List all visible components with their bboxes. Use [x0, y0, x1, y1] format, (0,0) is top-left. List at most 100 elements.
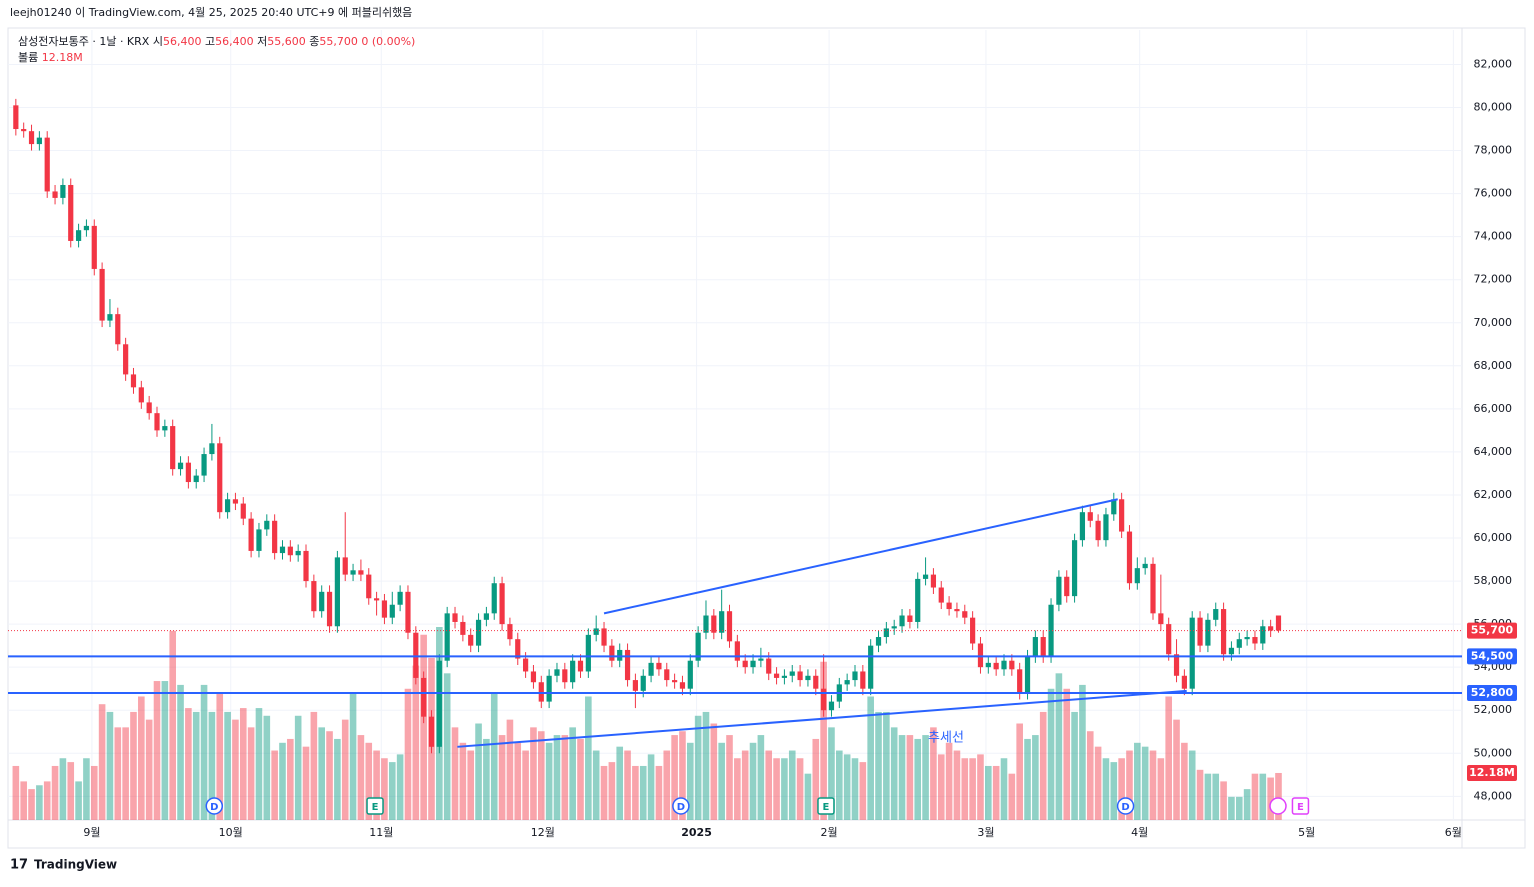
y-tick-label: 80,000 [1474, 100, 1513, 113]
x-tick-label: 2월 [821, 826, 838, 839]
volume-bar [561, 735, 569, 820]
candle-body [224, 499, 231, 513]
volume-bar [953, 750, 961, 820]
candle-body [530, 671, 537, 683]
event-label: D [1121, 802, 1129, 813]
volume-bar [365, 742, 373, 820]
candle-body [303, 550, 309, 582]
candle-body [1189, 617, 1195, 689]
candle-body [389, 604, 395, 618]
volume-bar [318, 727, 326, 820]
trend-line [603, 498, 1118, 615]
volume-bar [287, 738, 294, 820]
candle-body [813, 675, 819, 689]
candle-body [366, 574, 372, 599]
candle-body [209, 443, 215, 455]
candle-body [491, 583, 497, 614]
candle-body [1079, 512, 1086, 541]
volume-bar [608, 762, 616, 820]
candle-body [99, 268, 105, 321]
candle-body [773, 673, 780, 678]
volume-bar [1118, 758, 1125, 820]
volume-bar [224, 711, 231, 820]
volume-bar [592, 750, 600, 820]
candle-body [515, 639, 521, 659]
volume-bar [420, 634, 427, 820]
candle-body [977, 643, 984, 668]
candle-body [938, 587, 944, 603]
volume-bar [553, 735, 561, 820]
event-marker [672, 797, 690, 815]
volume-bar [514, 742, 522, 820]
candle-body [1197, 617, 1203, 646]
candle-body [1087, 512, 1093, 521]
candle-body [1009, 660, 1015, 670]
candle-body [185, 462, 191, 483]
volume-bar [1267, 777, 1274, 820]
candle-body [311, 581, 317, 612]
candle-body [499, 583, 505, 625]
volume-bar [294, 715, 302, 820]
volume-bar [255, 708, 263, 820]
volume-bar [875, 711, 882, 820]
volume-bar [138, 696, 145, 820]
candle-body [201, 454, 207, 476]
volume-bar [490, 692, 498, 820]
volume-bar [271, 750, 278, 820]
candle-body [1103, 514, 1109, 541]
candle-body [475, 619, 482, 646]
candle-body [577, 660, 584, 672]
volume-bar [467, 750, 475, 820]
price-tag-label: 54,500 [1471, 649, 1514, 662]
candle-body [609, 645, 615, 661]
volume-bar [757, 735, 765, 820]
candle-body [138, 387, 144, 403]
legend-volume-value: 12.18M [42, 51, 83, 64]
volume-bar [1212, 773, 1220, 820]
price-tag-label: 12.18M [1469, 766, 1515, 779]
candle-body [954, 609, 960, 612]
candle-body [1181, 675, 1187, 689]
candle-body [397, 591, 403, 605]
volume-bar [177, 684, 184, 820]
candle-body [256, 529, 262, 551]
candle-body [21, 129, 27, 132]
volume-bar [1173, 719, 1180, 820]
candle-body [656, 662, 662, 670]
candle-body [750, 660, 756, 668]
volume-bar [867, 696, 874, 820]
candle-body [373, 598, 380, 601]
candle-body [805, 675, 811, 681]
volume-bar [263, 715, 271, 820]
volume-bar [1079, 684, 1086, 820]
candle-body [232, 499, 239, 504]
y-tick-label: 52,000 [1474, 703, 1513, 716]
candle-body [287, 546, 293, 556]
candle-body [1150, 563, 1156, 614]
volume-bar [828, 727, 835, 820]
candle-body [907, 615, 913, 622]
candle-body [648, 662, 654, 676]
volume-bar [232, 719, 239, 820]
volume-bar [577, 738, 584, 820]
volume-bar [1055, 673, 1063, 820]
candle-body [170, 426, 176, 470]
candle-body [154, 413, 160, 431]
candle-body [781, 675, 788, 678]
volume-bar [788, 750, 796, 820]
volume-bar [765, 750, 773, 820]
volume-bar [145, 719, 153, 820]
price-tag [1467, 622, 1517, 639]
candle-body [1064, 576, 1070, 597]
candle-body [624, 649, 631, 681]
volume-bar [373, 750, 380, 820]
event-marker [817, 797, 835, 815]
y-tick-label: 50,000 [1474, 746, 1513, 759]
volume-bar [1188, 750, 1196, 820]
candle-body [915, 578, 921, 622]
volume-bar [522, 750, 529, 820]
volume-bar [726, 735, 733, 820]
volume-bar [545, 742, 553, 820]
candle-body [1244, 637, 1250, 640]
volume-bar [43, 781, 51, 820]
